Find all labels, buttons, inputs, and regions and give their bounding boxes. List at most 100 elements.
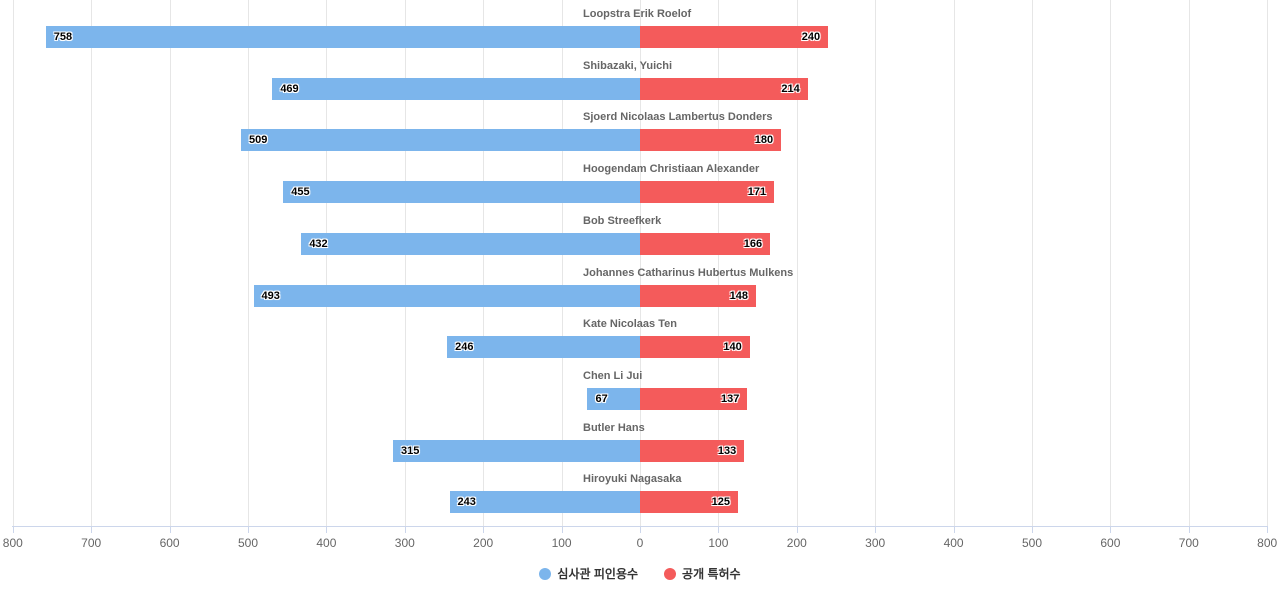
gridline — [718, 0, 720, 526]
axis-tick-label: 700 — [1178, 536, 1199, 550]
bar-patents[interactable]: 140 — [640, 336, 750, 359]
axis-tick — [1110, 526, 1112, 533]
category-label: Butler Hans — [583, 421, 645, 434]
bar-citations[interactable]: 67 — [587, 387, 640, 410]
bar-value-citations: 67 — [595, 392, 608, 405]
axis-tick — [875, 526, 877, 533]
category-label: Johannes Catharinus Hubertus Mulkens — [583, 266, 794, 279]
bar-citations[interactable]: 493 — [253, 284, 640, 307]
legend-label-patents: 공개 특허수 — [682, 567, 741, 581]
axis-tick — [561, 526, 563, 533]
bar-value-patents: 140 — [723, 341, 742, 354]
axis-tick — [796, 526, 798, 533]
category-label: Hiroyuki Nagasaka — [583, 473, 682, 486]
gridline — [12, 0, 14, 526]
bar-value-citations: 315 — [401, 444, 420, 457]
chart-row: Butler Hans 315 133 — [0, 414, 1280, 466]
bar-patents[interactable]: 148 — [640, 284, 757, 307]
category-label: Chen Li Jui — [583, 369, 643, 382]
bar-citations[interactable]: 243 — [449, 491, 640, 514]
chart-row: Sjoerd Nicolaas Lambertus Donders 509 18… — [0, 103, 1280, 155]
axis-tick-label: 400 — [943, 536, 964, 550]
bar-value-patents: 133 — [717, 444, 737, 457]
bar-patents[interactable]: 240 — [640, 26, 829, 48]
axis-tick-label: 0 — [636, 536, 644, 550]
axis-tick-label: 300 — [865, 536, 886, 550]
bar-patents[interactable]: 180 — [640, 129, 782, 152]
category-label: Loopstra Erik Roelof — [583, 8, 692, 20]
axis-tick-label: 700 — [81, 536, 102, 550]
bar-citations[interactable]: 246 — [447, 336, 640, 359]
bar-citations[interactable]: 469 — [272, 77, 640, 100]
bar-citations[interactable]: 455 — [283, 181, 640, 204]
gridline — [326, 0, 328, 526]
axis-tick-label: 600 — [1100, 536, 1121, 550]
bar-value-citations: 455 — [291, 186, 310, 199]
bar-citations[interactable]: 432 — [301, 232, 640, 255]
legend: 심사관 피인용수 공개 특허수 — [0, 562, 1280, 586]
axis-tick — [1032, 526, 1033, 533]
chart-row: Johannes Catharinus Hubertus Mulkens 493… — [0, 259, 1280, 311]
axis-tick — [953, 526, 955, 533]
bar-value-patents: 180 — [754, 134, 774, 147]
bar-value-citations: 432 — [309, 237, 328, 250]
chart-row: Hiroyuki Nagasaka 243 125 — [0, 465, 1280, 517]
axis-tick-label: 800 — [1257, 536, 1278, 550]
bar-citations[interactable]: 315 — [393, 439, 640, 462]
bar-citations[interactable]: 509 — [240, 129, 640, 152]
bar-value-citations: 469 — [280, 82, 299, 95]
bar-value-patents: 148 — [729, 289, 749, 302]
axis-tick — [326, 526, 328, 533]
legend-marker-circle-red — [664, 568, 677, 580]
legend-item-patents[interactable]: 공개 특허수 — [664, 567, 741, 581]
gridline — [483, 0, 485, 526]
chart-row: Kate Nicolaas Ten 246 140 — [0, 310, 1280, 362]
bar-value-citations: 243 — [457, 496, 476, 509]
axis-tick-label: 100 — [551, 536, 572, 550]
axis-tick-label: 200 — [473, 536, 494, 550]
axis-tick-label: 200 — [786, 536, 807, 550]
bar-patents[interactable]: 166 — [640, 232, 771, 255]
axis-tick-label: 800 — [2, 536, 23, 550]
category-label: Kate Nicolaas Ten — [583, 318, 677, 331]
axis-tick — [91, 526, 93, 533]
bar-value-patents: 125 — [711, 496, 730, 509]
gridline — [169, 0, 171, 526]
bar-value-citations: 758 — [53, 31, 73, 43]
axis-tick-label: 100 — [708, 536, 729, 550]
axis-tick — [1188, 526, 1190, 533]
axis-tick-label: 300 — [394, 536, 415, 550]
axis-tick — [169, 526, 171, 533]
bar-patents[interactable]: 133 — [640, 439, 745, 462]
bar-value-citations: 509 — [248, 134, 268, 147]
bar-citations[interactable]: 758 — [45, 26, 640, 48]
bar-patents[interactable]: 214 — [640, 77, 808, 100]
x-axis: 800 700 600 500 400 300 200 100 0 100 200 300 400 500… — [0, 526, 1280, 554]
gridline — [640, 0, 641, 526]
axis-tick — [12, 526, 14, 533]
bar-patents[interactable]: 171 — [640, 181, 775, 204]
chart-row: Bob Streefkerk 432 166 — [0, 207, 1280, 259]
category-label: Bob Streefkerk — [583, 214, 662, 227]
category-label: Hoogendam Christiaan Alexander — [583, 163, 760, 176]
gridline — [91, 0, 93, 526]
gridline — [248, 0, 249, 526]
axis-tick-label: 600 — [159, 536, 180, 550]
legend-label-citations: 심사관 피인용수 — [557, 567, 639, 581]
gridline — [875, 0, 877, 526]
chart-row: Shibazaki, Yuichi 469 214 — [0, 52, 1280, 104]
axis-tick-label: 500 — [1021, 536, 1043, 550]
legend-item-citations[interactable]: 심사관 피인용수 — [539, 567, 638, 581]
axis-tick — [1267, 526, 1269, 533]
bar-patents[interactable]: 125 — [640, 491, 738, 514]
gridline — [404, 0, 406, 526]
axis-tick — [718, 526, 720, 533]
bar-value-patents: 171 — [747, 186, 767, 199]
gridline — [1110, 0, 1112, 526]
axis-tick — [483, 526, 485, 533]
gridline — [1032, 0, 1033, 526]
bar-patents[interactable]: 137 — [640, 387, 748, 410]
chart-row: Loopstra Erik Roelof 758 240 — [0, 0, 1280, 52]
axis-tick-label: 500 — [237, 536, 259, 550]
